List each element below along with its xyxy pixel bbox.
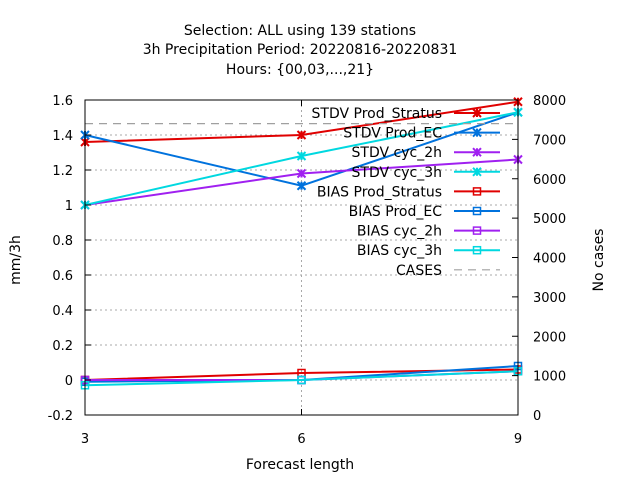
- y-tick-label: 0.2: [52, 339, 73, 354]
- y2-tick-label: 4000: [533, 252, 566, 267]
- legend-label: STDV Prod_Stratus: [312, 106, 442, 122]
- x-tick-label: 3: [81, 432, 89, 447]
- x-axis-label: Forecast length: [246, 457, 354, 473]
- legend-marker: [472, 206, 482, 216]
- y2-tick-label: 2000: [533, 330, 566, 345]
- y-tick-label: -0.2: [48, 409, 73, 424]
- y-tick-label: 1.6: [52, 94, 73, 109]
- y2-tick-label: 1000: [533, 370, 566, 385]
- legend-label: STDV Prod_EC: [343, 126, 442, 142]
- legend-label: BIAS cyc_2h: [357, 224, 442, 240]
- data-point: [296, 168, 307, 179]
- y-axis-label: mm/3h: [8, 235, 24, 285]
- y2-axis-label: No cases: [591, 229, 607, 292]
- legend-marker: [472, 167, 482, 177]
- y-tick-label: 0.6: [52, 269, 73, 284]
- y-tick-label: 0: [65, 374, 73, 389]
- title-line-3: Hours: {00,03,...,21}: [226, 62, 374, 78]
- legend-marker: [472, 226, 482, 235]
- y-tick-label: 1.4: [52, 129, 73, 144]
- y2-tick-label: 3000: [533, 291, 566, 306]
- title-line-1: Selection: ALL using 139 stations: [184, 23, 416, 39]
- legend: STDV Prod_Stratus STDV Prod_EC STDV cyc_2h…: [312, 106, 500, 279]
- legend-marker: [472, 245, 482, 255]
- legend-marker: [472, 187, 482, 196]
- plot-frame: [84, 99, 519, 416]
- x-tick-label: 6: [297, 432, 305, 447]
- y2-tick-label: 8000: [533, 94, 566, 109]
- legend-label: CASES: [396, 263, 442, 279]
- y2-tick-label: 0: [533, 409, 541, 424]
- grid: [85, 100, 518, 415]
- legend-marker: [472, 147, 482, 157]
- y-tick-label: 0.4: [52, 304, 73, 319]
- title-line-2: 3h Precipitation Period: 20220816-202208…: [143, 42, 458, 58]
- legend-label: STDV cyc_2h: [352, 145, 442, 161]
- y2-tick-label: 7000: [533, 133, 566, 148]
- legend-label: BIAS Prod_Stratus: [317, 184, 442, 200]
- chart-title: Selection: ALL using 139 stations 3h Pre…: [143, 23, 458, 78]
- legend-marker: [472, 127, 482, 138]
- y2-tick-label: 6000: [533, 173, 566, 188]
- legend-label: STDV cyc_3h: [352, 165, 442, 181]
- axis-ticks: -0.200.20.40.60.811.21.41.63 6 90100020003…: [48, 94, 566, 447]
- y-tick-label: 0.8: [52, 234, 73, 249]
- data-point: [296, 151, 307, 161]
- data-point: [296, 130, 307, 140]
- data-point: [297, 375, 306, 385]
- y2-tick-label: 5000: [533, 212, 566, 227]
- legend-marker: [472, 108, 482, 118]
- y-tick-label: 1.2: [52, 164, 73, 179]
- x-tick-label: 9: [514, 432, 522, 447]
- series-line: [84, 370, 519, 387]
- legend-label: BIAS cyc_3h: [357, 243, 442, 259]
- data-point: [296, 181, 307, 191]
- y-tick-label: 1: [65, 199, 73, 214]
- legend-label: BIAS Prod_EC: [349, 204, 443, 220]
